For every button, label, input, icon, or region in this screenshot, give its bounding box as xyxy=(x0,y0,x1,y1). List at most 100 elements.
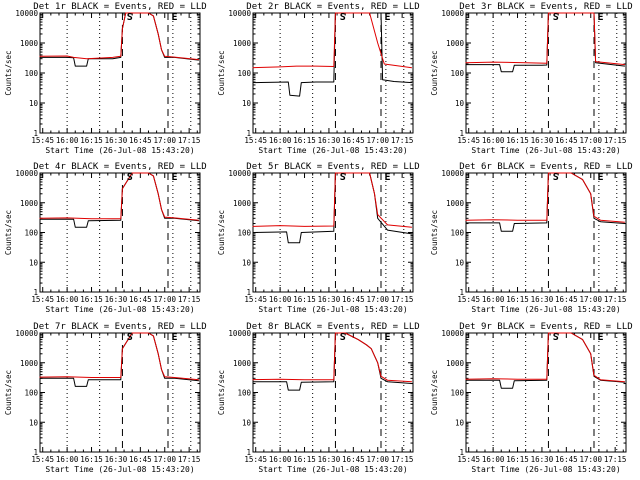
y-tick-label: 1000 xyxy=(233,199,252,208)
x-tick-label: 16:30 xyxy=(105,295,128,304)
y-tick-label: 10000 xyxy=(228,329,251,338)
y-tick-label: 10 xyxy=(29,258,39,267)
y-axis-label: Counts/sec xyxy=(430,50,439,95)
lld-series-line xyxy=(39,12,199,61)
chart-panel-5r: Det 5r BLACK = Events, RED = LLD 1 10 100 10… xyxy=(217,162,420,314)
x-tick-label: 16:45 xyxy=(129,136,152,145)
annotation-end: E xyxy=(597,332,603,343)
y-tick-label: 100 xyxy=(24,389,38,398)
x-tick-label: 16:30 xyxy=(531,136,554,145)
chart-panel-1r: Det 1r BLACK = Events, RED = LLD 1 10 100 10… xyxy=(4,2,207,155)
chart-title: Det 3r BLACK = Events, RED = LLD xyxy=(459,2,632,12)
x-tick-label: 16:30 xyxy=(318,136,341,145)
y-axis-label: Counts/sec xyxy=(217,370,226,415)
x-axis-label: Start Time (26-Jul-08 15:43:20) xyxy=(471,146,620,155)
x-tick-label: 15:45 xyxy=(457,136,480,145)
x-tick-label: 16:15 xyxy=(80,455,103,464)
x-tick-label: 17:00 xyxy=(366,295,389,304)
x-tick-label: 15:45 xyxy=(244,136,267,145)
y-tick-label: 100 xyxy=(450,389,464,398)
y-tick-label: 1000 xyxy=(20,39,39,48)
x-tick-label: 17:15 xyxy=(178,455,201,464)
x-axis-label: Start Time (26-Jul-08 15:43:20) xyxy=(471,465,620,474)
x-tick-label: 16:00 xyxy=(56,455,79,464)
x-tick-label: 16:15 xyxy=(293,136,316,145)
x-tick-label: 16:30 xyxy=(105,455,128,464)
x-tick-label: 17:00 xyxy=(153,295,176,304)
chart-panel-7r: Det 7r BLACK = Events, RED = LLD 1 10 100 10… xyxy=(4,322,207,474)
x-tick-label: 16:15 xyxy=(506,295,529,304)
y-tick-label: 1 xyxy=(459,129,464,138)
lld-series-line xyxy=(39,332,199,381)
x-axis-label: Start Time (26-Jul-08 15:43:20) xyxy=(258,305,407,314)
events-series-line xyxy=(252,172,412,244)
x-tick-label: 15:45 xyxy=(31,455,54,464)
x-tick-label: 17:00 xyxy=(366,136,389,145)
y-tick-label: 10 xyxy=(455,99,465,108)
x-tick-label: 17:15 xyxy=(604,136,627,145)
x-tick-label: 16:15 xyxy=(293,295,316,304)
x-tick-label: 17:00 xyxy=(579,455,602,464)
y-tick-label: 10000 xyxy=(441,9,464,18)
y-tick-label: 10 xyxy=(29,418,39,427)
y-tick-label: 10000 xyxy=(441,169,464,178)
plot-frame xyxy=(465,332,627,453)
x-tick-label: 17:15 xyxy=(391,136,414,145)
y-tick-label: 100 xyxy=(237,69,251,78)
y-tick-label: 1 xyxy=(246,448,251,457)
x-tick-label: 15:45 xyxy=(457,295,480,304)
x-axis-label: Start Time (26-Jul-08 15:43:20) xyxy=(45,305,194,314)
chart-title: Det 2r BLACK = Events, RED = LLD xyxy=(246,2,419,12)
chart-panel-3r: Det 3r BLACK = Events, RED = LLD 1 10 100 10… xyxy=(430,2,633,155)
y-tick-label: 10 xyxy=(29,99,39,108)
x-tick-label: 17:00 xyxy=(153,136,176,145)
annotation-start: S xyxy=(340,172,346,183)
plot-frame xyxy=(39,172,201,293)
x-tick-label: 16:30 xyxy=(318,455,341,464)
y-tick-label: 10 xyxy=(242,258,252,267)
x-tick-label: 17:15 xyxy=(391,455,414,464)
x-tick-label: 16:45 xyxy=(555,455,578,464)
plot-frame xyxy=(252,12,414,134)
plot-frame xyxy=(39,332,201,453)
x-tick-label: 16:15 xyxy=(506,455,529,464)
y-tick-label: 1000 xyxy=(233,39,252,48)
x-tick-label: 17:00 xyxy=(366,455,389,464)
y-tick-label: 100 xyxy=(450,229,464,238)
x-tick-label: 17:00 xyxy=(579,295,602,304)
chart-title: Det 8r BLACK = Events, RED = LLD xyxy=(246,322,419,332)
x-tick-label: 15:45 xyxy=(31,295,54,304)
y-tick-label: 1000 xyxy=(20,199,39,208)
lld-series-line xyxy=(252,12,412,69)
y-tick-label: 100 xyxy=(24,229,38,238)
plot-frame xyxy=(465,172,627,293)
annotation-start: S xyxy=(127,172,133,183)
annotation-start: S xyxy=(553,12,559,23)
y-axis-label: Counts/sec xyxy=(430,370,439,415)
chart-panel-6r: Det 6r BLACK = Events, RED = LLD 1 10 100 10… xyxy=(430,162,633,314)
y-tick-label: 1000 xyxy=(446,359,465,368)
x-tick-label: 17:15 xyxy=(604,455,627,464)
annotation-start: S xyxy=(127,12,133,23)
chart-panel-2r: Det 2r BLACK = Events, RED = LLD 1 10 100 10… xyxy=(217,2,420,155)
annotation-start: S xyxy=(553,332,559,343)
x-tick-label: 15:45 xyxy=(31,136,54,145)
x-tick-label: 16:45 xyxy=(342,295,365,304)
y-tick-label: 100 xyxy=(24,69,38,78)
x-tick-label: 16:45 xyxy=(129,455,152,464)
lld-series-line xyxy=(252,172,412,228)
x-tick-label: 16:15 xyxy=(80,136,103,145)
annotation-start: S xyxy=(553,172,559,183)
lld-series-line xyxy=(252,332,412,383)
x-tick-label: 16:15 xyxy=(80,295,103,304)
y-tick-label: 10 xyxy=(455,418,465,427)
x-tick-label: 16:30 xyxy=(531,455,554,464)
plot-frame xyxy=(252,332,414,453)
x-tick-label: 16:30 xyxy=(318,295,341,304)
y-tick-label: 1 xyxy=(246,288,251,297)
y-tick-label: 100 xyxy=(237,229,251,238)
x-tick-label: 17:15 xyxy=(604,295,627,304)
y-tick-label: 10 xyxy=(242,99,252,108)
x-tick-label: 16:30 xyxy=(531,295,554,304)
